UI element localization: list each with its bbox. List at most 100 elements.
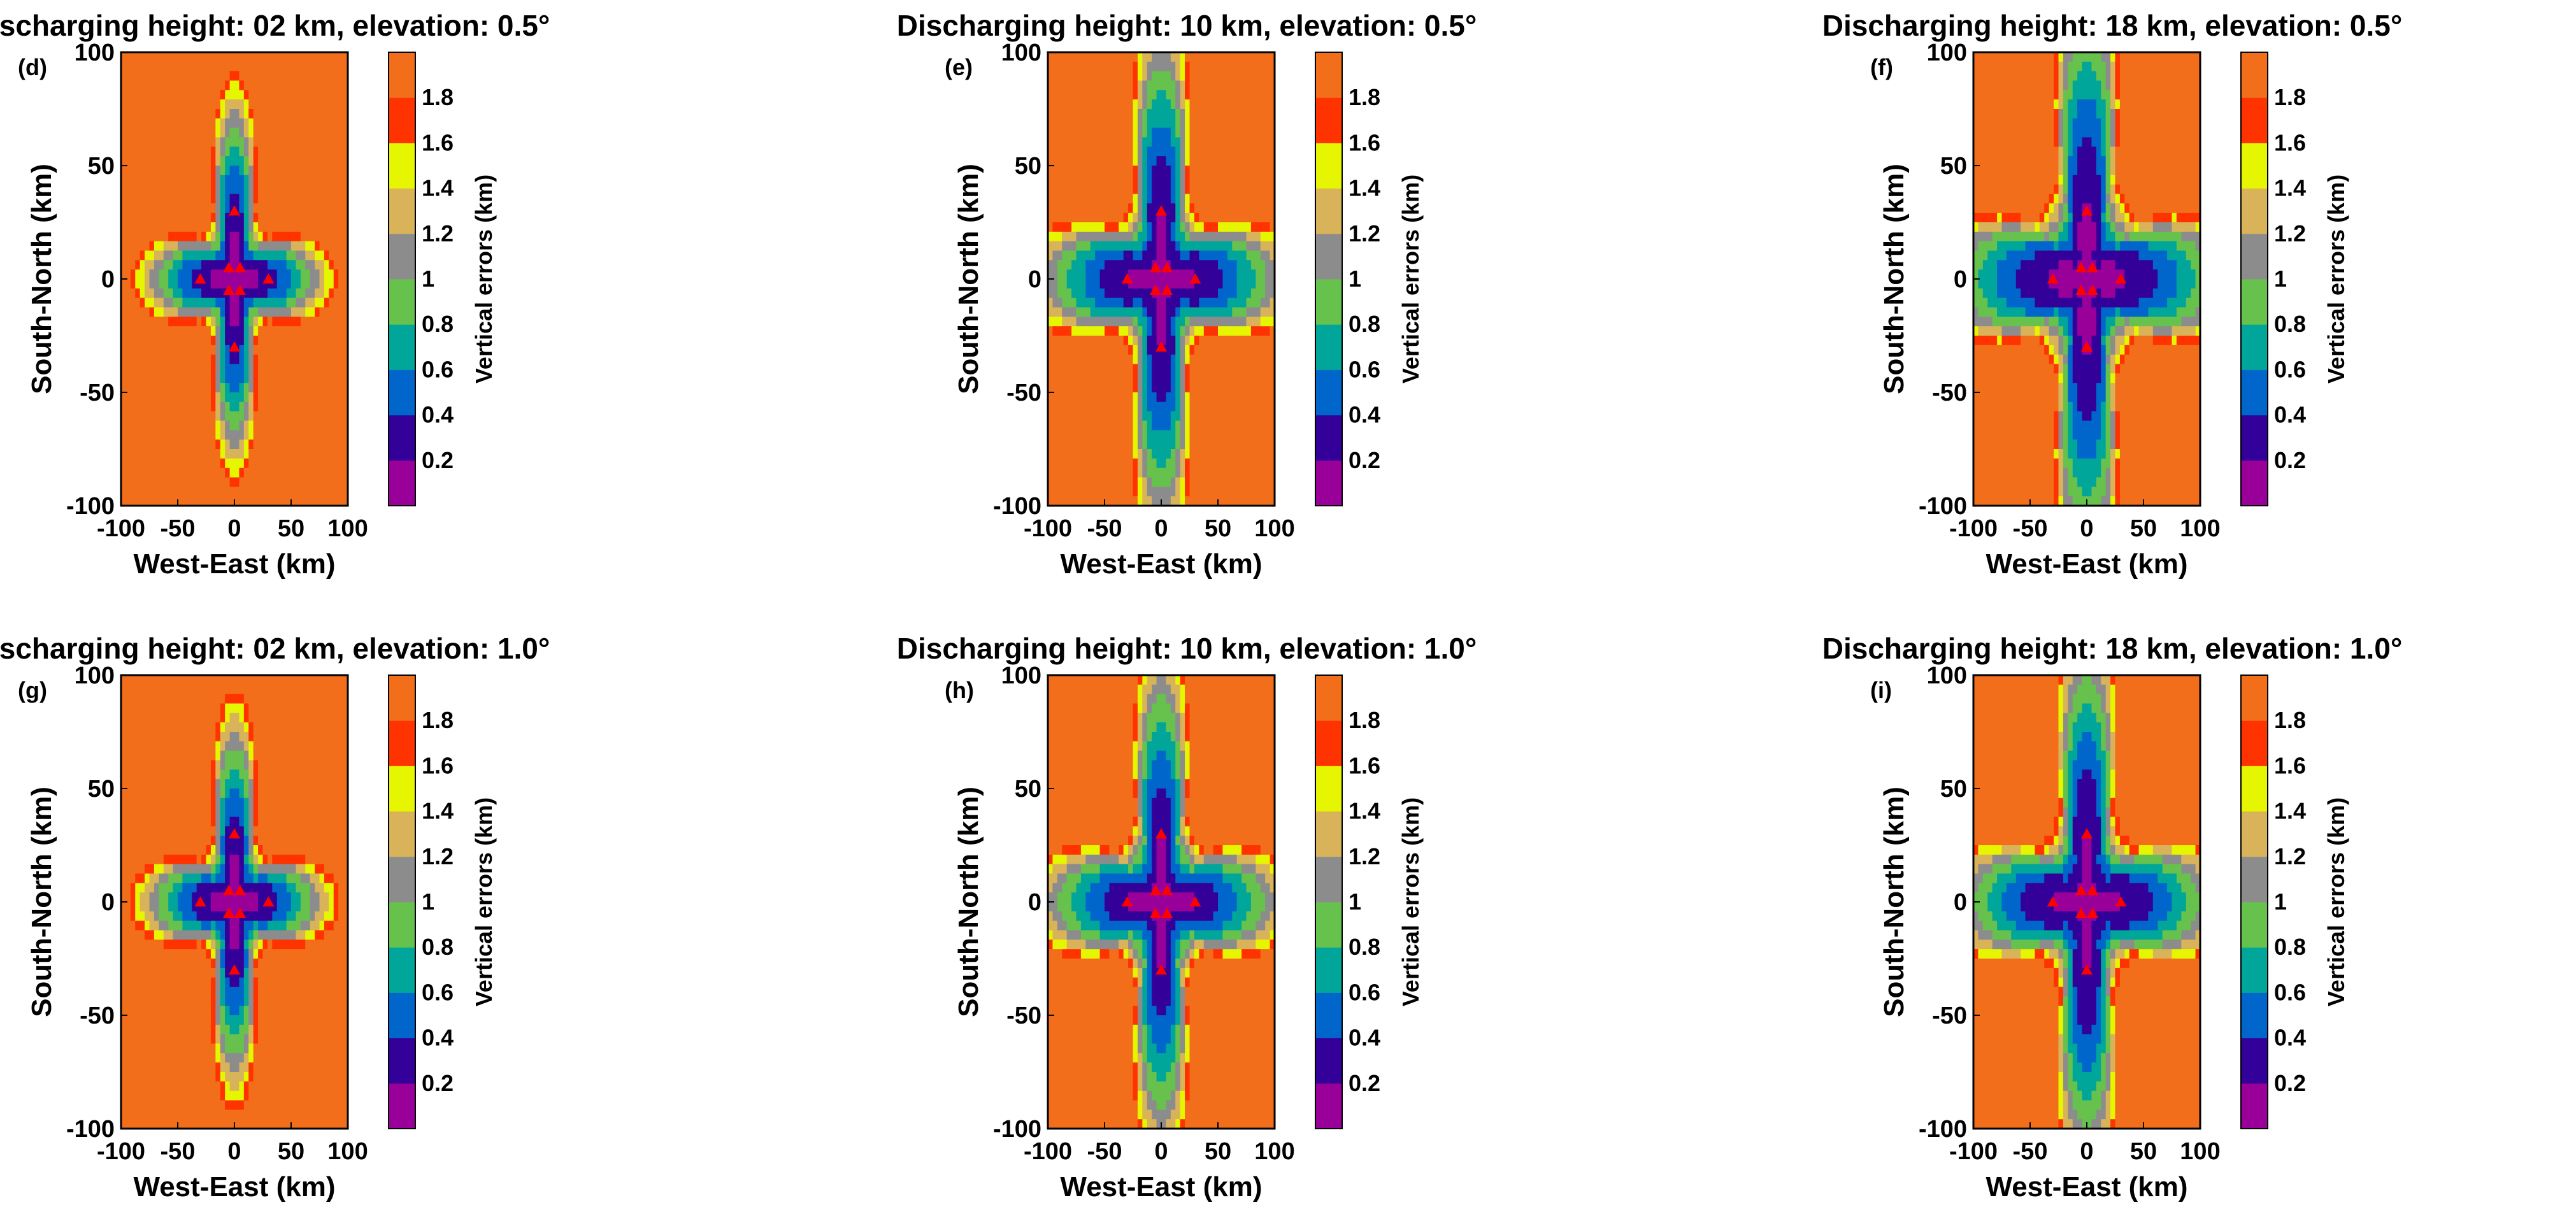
contour-cell (1260, 127, 1266, 138)
contour-cell (1180, 401, 1185, 412)
contour-cell (1133, 468, 1138, 478)
contour-cell (1250, 420, 1256, 431)
contour-cell (1113, 241, 1119, 252)
contour-cell (1256, 127, 1261, 138)
contour-cell (338, 326, 344, 336)
contour-cell (1048, 250, 1054, 261)
contour-cell (163, 297, 169, 308)
contour-cell (1095, 146, 1101, 157)
contour-cell (1109, 383, 1115, 393)
contour-cell (1137, 194, 1143, 204)
contour-cell (182, 383, 188, 393)
contour-cell (1170, 61, 1176, 72)
contour-cell (1080, 373, 1086, 383)
contour-cell (220, 307, 225, 317)
contour-cell (272, 61, 278, 72)
contour-cell (1105, 175, 1110, 185)
contour-cell (154, 137, 159, 147)
contour-cell (1218, 373, 1224, 383)
contour-cell (225, 231, 231, 242)
contour-cell (1997, 118, 2003, 129)
contour-cell (1085, 194, 1091, 204)
contour-cell (234, 137, 240, 147)
contour-cell (1133, 307, 1138, 317)
contour-cell (1057, 156, 1063, 166)
contour-cell (1992, 297, 1998, 308)
contour-cell (168, 99, 174, 110)
contour-cell (243, 260, 249, 270)
contour-cell (1232, 297, 1238, 308)
contour-cell (1265, 354, 1271, 365)
contour-cell (1085, 279, 1091, 289)
contour-cell (343, 146, 348, 157)
contour-cell (1170, 364, 1176, 374)
contour-cell (258, 392, 264, 403)
contour-cell (329, 146, 334, 157)
contour-cell (154, 326, 159, 336)
contour-cell (1973, 175, 1979, 185)
contour-cell (1109, 401, 1115, 412)
contour-cell (239, 231, 245, 242)
contour-cell (1062, 373, 1068, 383)
contour-cell (192, 288, 197, 299)
contour-cell (1218, 345, 1224, 355)
contour-cell (310, 392, 315, 403)
contour-cell (1137, 345, 1143, 355)
contour-cell (140, 194, 145, 204)
contour-cell (1119, 260, 1124, 270)
contour-cell (210, 373, 216, 383)
contour-cell (1113, 392, 1119, 403)
contour-cell (154, 166, 159, 176)
contour-cell (253, 307, 259, 317)
contour-cell (201, 439, 207, 450)
contour-cell (1113, 127, 1119, 138)
contour-cell (1250, 52, 1256, 62)
contour-cell (324, 213, 329, 223)
contour-cell (1161, 354, 1167, 365)
contour-cell (291, 458, 297, 469)
contour-cell (262, 458, 268, 469)
contour-cell (1180, 364, 1185, 374)
contour-cell (324, 364, 329, 374)
contour-cell (1189, 439, 1195, 450)
contour-cell (182, 231, 188, 242)
contour-cell (1194, 118, 1199, 129)
contour-cell (296, 326, 301, 336)
contour-cell (192, 241, 197, 252)
contour-cell (262, 241, 268, 252)
contour-cell (140, 392, 145, 403)
contour-cell (262, 439, 268, 450)
contour-cell (1166, 383, 1171, 393)
contour-cell (163, 468, 169, 478)
contour-cell (215, 203, 221, 213)
contour-cell (1090, 241, 1096, 252)
contour-cell (1241, 184, 1247, 195)
contour-cell (182, 411, 188, 422)
contour-cell (239, 80, 245, 90)
contour-cell (1218, 222, 1224, 232)
contour-cell (1218, 127, 1224, 138)
contour-cell (1152, 127, 1157, 138)
contour-cell (310, 269, 315, 280)
contour-cell (1128, 156, 1134, 166)
contour-cell (225, 90, 231, 100)
contour-cell (267, 127, 273, 138)
contour-cell (1265, 194, 1271, 204)
contour-cell (187, 449, 192, 459)
contour-cell (1099, 80, 1105, 90)
contour-cell (1189, 430, 1195, 440)
contour-cell (1123, 326, 1129, 336)
contour-cell (196, 383, 202, 393)
contour-cell (210, 487, 216, 497)
contour-cell (1076, 458, 1082, 469)
contour-cell (1185, 118, 1191, 129)
contour-cell (1203, 118, 1209, 129)
contour-cell (329, 118, 334, 129)
contour-cell (1203, 449, 1209, 459)
contour-cell (1982, 175, 1988, 185)
contour-cell (1213, 279, 1219, 289)
contour-cell (1250, 137, 1256, 147)
contour-cell (1180, 90, 1185, 100)
contour-cell (1982, 71, 1988, 82)
contour-cell (310, 118, 315, 129)
